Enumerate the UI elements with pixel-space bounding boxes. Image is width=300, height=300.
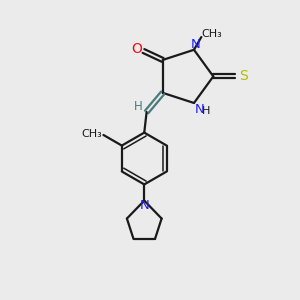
Text: S: S xyxy=(239,69,248,83)
Text: N: N xyxy=(140,199,149,212)
Text: N: N xyxy=(190,38,200,51)
Text: N: N xyxy=(194,103,204,116)
Text: CH₃: CH₃ xyxy=(201,28,222,38)
Text: CH₃: CH₃ xyxy=(81,129,102,139)
Text: H: H xyxy=(202,106,211,116)
Text: O: O xyxy=(132,42,142,56)
Text: H: H xyxy=(134,100,142,113)
